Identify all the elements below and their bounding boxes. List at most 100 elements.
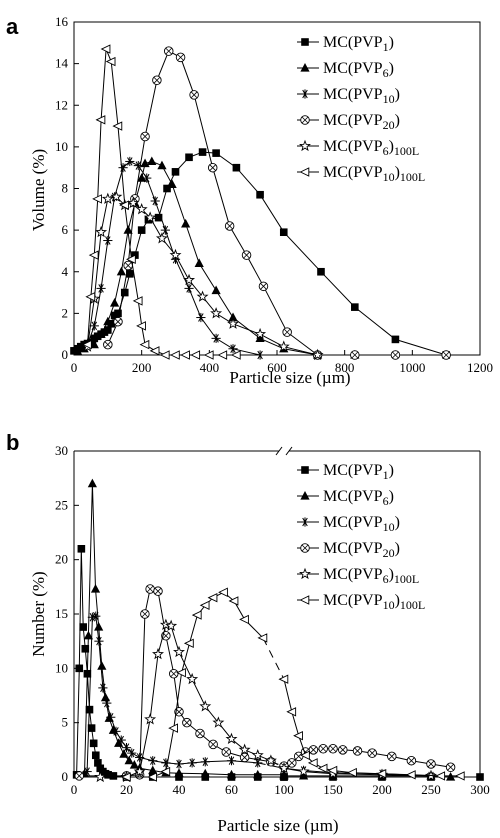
series-a-2-point-13 <box>196 312 206 323</box>
series-a-4-point-4 <box>110 190 123 202</box>
series-a-0-point-15 <box>126 270 134 278</box>
legend-a-marker-1 <box>300 63 310 72</box>
series-b-0-point-3 <box>79 623 87 631</box>
series-a-0-point-20 <box>163 184 171 193</box>
legend-b-marker-2 <box>300 517 310 527</box>
series-b-2-line-break <box>257 762 285 769</box>
series-b-3-point-0 <box>74 771 84 781</box>
legend-a-marker-2 <box>300 89 310 99</box>
series-a-1-point-18 <box>255 333 265 342</box>
series-a-0-point-28 <box>317 267 325 276</box>
legend-b-entry-0: MC(PVP1) <box>323 462 394 482</box>
series-a-0-point-13 <box>114 309 122 318</box>
x-tick-label-a-1: 200 <box>132 360 152 375</box>
series-b-0-point-8 <box>89 739 98 748</box>
series-b-5-point-14 <box>286 707 297 717</box>
series-b-1-point-4 <box>94 622 104 631</box>
series-b-4-point-16 <box>297 765 310 777</box>
series-a-5-point-14 <box>159 350 170 360</box>
legend-a-entry-1: MC(PVP6) <box>323 60 394 80</box>
series-a-4-point-7 <box>135 203 148 215</box>
x-tick-label-b-5: 150 <box>323 782 343 797</box>
series-a-4-point-15 <box>254 327 267 340</box>
legend-b-entry-4: MC(PVP6)100L <box>323 566 419 586</box>
series-b-4-point-13 <box>251 748 264 761</box>
legend-b-bg <box>293 455 479 611</box>
series-a-3-line <box>107 50 447 356</box>
series-b-4-point-3 <box>144 713 157 725</box>
series-a-5-point-10 <box>132 296 143 306</box>
series-b-5-point-1 <box>147 772 158 782</box>
series-b-2-point-5 <box>102 698 112 708</box>
series-b-4-point-9 <box>199 700 212 712</box>
legend-a-entry-0: MC(PVP1) <box>323 34 394 54</box>
series-b-1-point-21 <box>279 770 289 780</box>
series-a-5-point-9 <box>125 254 136 264</box>
series-b-4-point-8 <box>186 672 199 685</box>
legend-a: MC(PVP1) MC(PVP6) MC(PVP10) MC(PVP20) MC(PVP… <box>293 26 479 184</box>
legend-b-marker-1 <box>300 491 310 500</box>
series-a-1-point-16 <box>211 285 221 295</box>
x-tick-label-a-4: 800 <box>335 360 355 375</box>
series-a-0-point-10 <box>104 326 112 334</box>
x-tick-label-b-8: 300 <box>470 782 490 797</box>
series-a-0-point-22 <box>185 153 193 162</box>
legend-b-entry-1: MC(PVP6) <box>323 488 394 508</box>
legend-a-entry-3: MC(PVP20) <box>323 112 400 132</box>
series-a-2-point-15 <box>228 344 238 354</box>
series-b-2-point-14 <box>174 759 184 769</box>
series-a-3 <box>103 46 451 360</box>
series-a-0-point-21 <box>171 168 180 176</box>
series-b-2-point-12 <box>148 756 158 766</box>
series-a-0-point-14 <box>120 288 129 297</box>
series-a-3-point-11 <box>241 250 252 260</box>
series-a-5-point-16 <box>180 350 190 360</box>
series-a-0-point-19 <box>154 213 163 222</box>
y-axis-title-a: Volume (%) <box>29 149 48 231</box>
series-b-3-point-27 <box>426 759 436 769</box>
series-a-4-point-17 <box>311 348 324 361</box>
series-a-3-point-17 <box>441 350 451 360</box>
series-a-4-point-3 <box>101 192 114 204</box>
series-b-3-point-16 <box>287 758 297 768</box>
series-a-1-point-14 <box>181 218 191 228</box>
series-a-5-point-2 <box>88 250 99 260</box>
series-b-3-point-20 <box>318 743 328 754</box>
series-a-4-point-14 <box>227 317 239 329</box>
series-a-1-point-15 <box>194 258 204 268</box>
series-a-2-point-16 <box>255 350 265 360</box>
series-a-2-point-7 <box>133 161 143 171</box>
series-b-5-point-0 <box>120 772 131 782</box>
series-a-3-point-12 <box>258 281 269 292</box>
series-b-2-point-9 <box>121 743 132 753</box>
series-a-5-point-6 <box>105 56 116 67</box>
series-b-5-point-2 <box>160 766 171 777</box>
series-b-3-point-9 <box>182 717 192 728</box>
y-axis-title-b: Number (%) <box>29 571 48 656</box>
series-b-2-point-6 <box>106 712 116 722</box>
series-b-2-point-16 <box>200 757 210 767</box>
series-b-3-point-23 <box>352 746 363 756</box>
series-b-3-point-12 <box>221 747 231 757</box>
series-b-0-line-left <box>76 548 284 778</box>
series-a-1-point-9 <box>137 173 147 182</box>
legend-a-marker-4 <box>299 139 311 152</box>
series-a-4-point-12 <box>196 290 209 302</box>
series-b-2-point-0 <box>82 766 92 777</box>
series-b-3-point-26 <box>406 755 417 766</box>
series-b-3-point-5 <box>153 586 163 596</box>
series-a-3-point-9 <box>207 162 218 173</box>
series-b-4-point-15 <box>278 762 290 774</box>
y-tick-label-a-8: 16 <box>55 14 69 29</box>
series-a-5-point-17 <box>190 350 201 360</box>
series-b-0-point-18 <box>175 773 183 781</box>
series-a-4-point-11 <box>183 273 196 286</box>
series-a-2-point-10 <box>160 225 170 235</box>
series-b-2-point-8 <box>116 735 126 745</box>
x-axis-title-b: Particle size (µm) <box>217 816 338 835</box>
series-b-4-point-12 <box>238 743 251 755</box>
x-tick-label-a-2: 400 <box>200 360 220 375</box>
series-a-0-point-30 <box>391 335 400 344</box>
series-b-0-point-9 <box>91 751 100 760</box>
